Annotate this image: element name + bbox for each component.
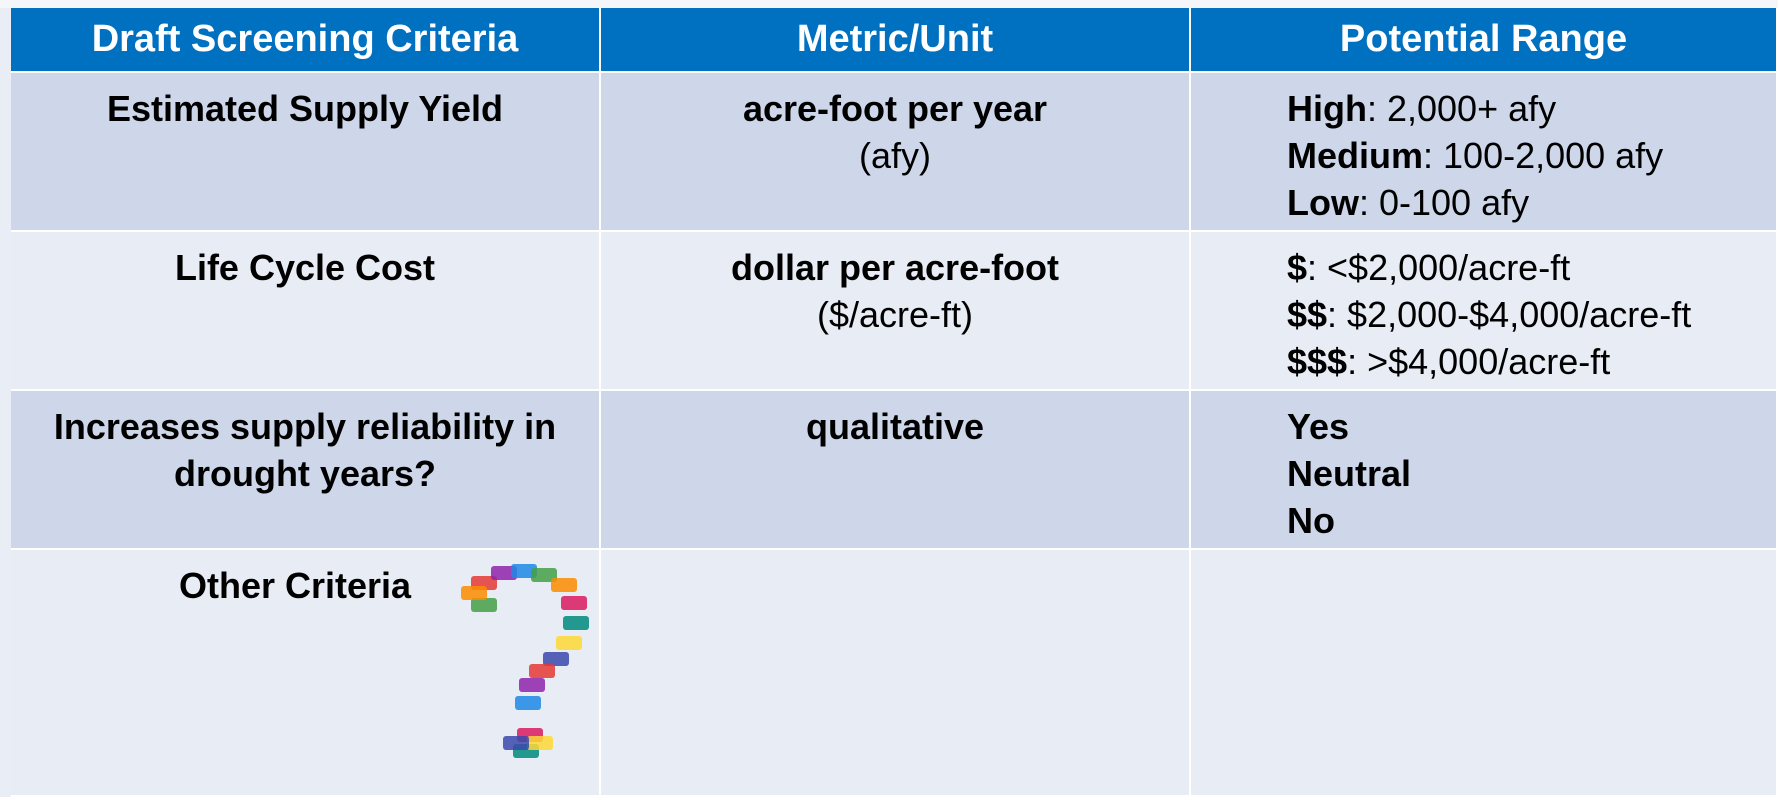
range-label: $$: [1287, 294, 1328, 335]
range-cell: $: <$2,000/acre-ft $$: $2,000-$4,000/acre…: [1191, 232, 1778, 391]
criteria-cell: Other Criteria: [11, 550, 601, 797]
unit-text: ($/acre-ft): [816, 294, 974, 335]
range-label: $: [1287, 247, 1308, 288]
icon-piece: [543, 652, 569, 666]
range-label: High: [1287, 88, 1367, 129]
icon-piece: [551, 578, 577, 592]
range-item: Yes: [1287, 403, 1776, 450]
range-item: $$: $2,000-$4,000/acre-ft: [1287, 291, 1776, 338]
icon-piece: [527, 736, 553, 750]
range-item: $$$: >$4,000/acre-ft: [1287, 338, 1776, 385]
range-item: No: [1287, 497, 1776, 544]
metric-text: dollar per acre-foot: [730, 247, 1060, 288]
unit-text: (afy): [859, 135, 931, 176]
range-item: $: <$2,000/acre-ft: [1287, 244, 1776, 291]
range-label: Neutral: [1287, 453, 1412, 494]
range-text: : 100-2,000 afy: [1423, 135, 1664, 176]
range-cell: High: 2,000+ afy Medium: 100-2,000 afy Low…: [1191, 73, 1778, 232]
range-label: Medium: [1287, 135, 1424, 176]
icon-piece: [556, 636, 582, 650]
metric-cell: [601, 550, 1191, 797]
icon-piece: [471, 598, 497, 612]
range-text: : $2,000-$4,000/acre-ft: [1327, 294, 1692, 335]
criteria-text: Other Criteria: [179, 565, 412, 606]
icon-piece: [491, 566, 517, 580]
icon-piece: [529, 664, 555, 678]
metric-cell: dollar per acre-foot ($/acre-ft): [601, 232, 1191, 391]
top-strip: [0, 0, 1778, 8]
criteria-text: Life Cycle Cost: [174, 247, 436, 288]
icon-piece: [515, 696, 541, 710]
header-cell: Potential Range: [1191, 8, 1778, 73]
criteria-text: Estimated Supply Yield: [106, 88, 504, 129]
icon-piece: [503, 736, 529, 750]
criteria-cell: Estimated Supply Yield: [11, 73, 601, 232]
metric-cell: qualitative: [601, 391, 1191, 550]
metric-cell: acre-foot per year (afy): [601, 73, 1191, 232]
range-label: No: [1287, 500, 1335, 541]
range-item: High: 2,000+ afy: [1287, 85, 1776, 132]
range-text: : 0-100 afy: [1358, 182, 1530, 223]
header-cell: Metric/Unit: [601, 8, 1191, 73]
range-label: $$$: [1287, 341, 1348, 382]
range-text: : 2,000+ afy: [1366, 88, 1557, 129]
criteria-text: Increases supply reliability in drought …: [53, 406, 557, 494]
criteria-cell: Increases supply reliability in drought …: [11, 391, 601, 550]
range-label: Yes: [1287, 406, 1350, 447]
range-label: Low: [1287, 182, 1359, 223]
question-mark-icon: [461, 564, 589, 758]
range-text: : <$2,000/acre-ft: [1307, 247, 1571, 288]
header-cell: Draft Screening Criteria: [11, 8, 601, 73]
metric-text: acre-foot per year: [742, 88, 1048, 129]
range-item: Medium: 100-2,000 afy: [1287, 132, 1776, 179]
icon-piece: [563, 616, 589, 630]
criteria-cell: Life Cycle Cost: [11, 232, 601, 391]
icon-piece: [531, 568, 557, 582]
icon-piece: [461, 586, 487, 600]
range-text: : >$4,000/acre-ft: [1347, 341, 1611, 382]
icon-piece: [519, 678, 545, 692]
icon-piece: [561, 596, 587, 610]
range-cell: [1191, 550, 1778, 797]
metric-text: qualitative: [805, 406, 985, 447]
range-cell: Yes Neutral No: [1191, 391, 1778, 550]
icon-piece: [511, 564, 537, 578]
range-item: Low: 0-100 afy: [1287, 179, 1776, 226]
range-item: Neutral: [1287, 450, 1776, 497]
